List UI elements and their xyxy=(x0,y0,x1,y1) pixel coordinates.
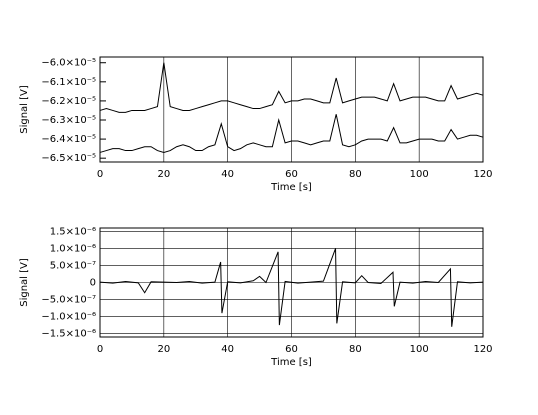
signal-line xyxy=(99,248,484,327)
x-tick-label: 80 xyxy=(349,344,362,355)
y-tick-label: 1.0×10⁻⁶ xyxy=(50,243,96,254)
y-tick-label: −6.5×10⁻⁵ xyxy=(41,153,96,164)
x-tick-label: 40 xyxy=(221,344,234,355)
x-axis-label: Time [s] xyxy=(270,182,312,193)
y-tick-label: 1.5×10⁻⁶ xyxy=(50,226,96,237)
signal-line xyxy=(99,114,484,153)
x-tick-label: 80 xyxy=(349,169,362,180)
x-tick-label: 100 xyxy=(410,169,429,180)
y-tick-label: −1.0×10⁻⁶ xyxy=(41,312,96,323)
x-tick-label: 40 xyxy=(221,169,234,180)
y-tick-label: −6.0×10⁻⁵ xyxy=(41,58,96,69)
y-tick-label: −1.5×10⁻⁶ xyxy=(41,329,96,340)
x-tick-label: 0 xyxy=(97,169,103,180)
x-tick-label: 60 xyxy=(285,169,298,180)
x-tick-label: 20 xyxy=(157,169,170,180)
y-axis-label: Signal [V] xyxy=(19,258,30,307)
x-tick-label: 20 xyxy=(157,344,170,355)
x-tick-label: 100 xyxy=(410,344,429,355)
y-tick-label: −6.4×10⁻⁵ xyxy=(41,134,96,145)
y-tick-label: −6.3×10⁻⁵ xyxy=(41,115,96,126)
x-tick-label: 60 xyxy=(285,344,298,355)
x-axis-label: Time [s] xyxy=(270,357,312,368)
x-tick-label: 0 xyxy=(97,344,103,355)
y-tick-label: −6.2×10⁻⁵ xyxy=(41,96,96,107)
y-tick-label: 0 xyxy=(90,278,96,289)
signal-line xyxy=(99,62,484,113)
y-tick-label: −5.0×10⁻⁷ xyxy=(41,295,96,306)
y-axis-label: Signal [V] xyxy=(19,85,30,134)
x-tick-label: 120 xyxy=(473,344,492,355)
y-tick-label: −6.1×10⁻⁵ xyxy=(41,77,96,88)
x-tick-label: 120 xyxy=(473,169,492,180)
y-tick-label: 5.0×10⁻⁷ xyxy=(50,260,96,271)
